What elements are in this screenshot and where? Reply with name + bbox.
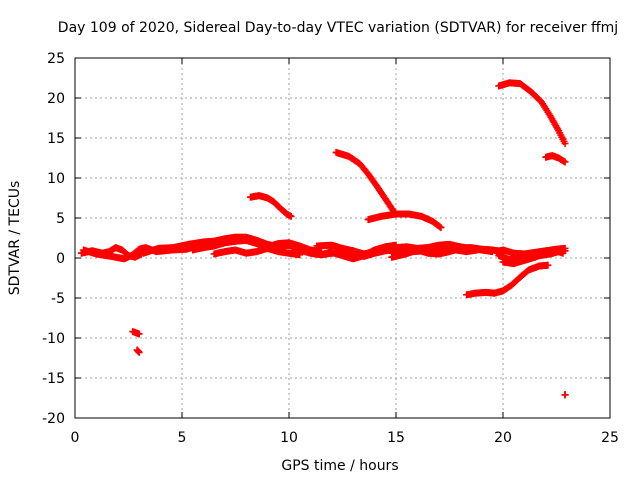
y-tick-label: -10 — [42, 331, 65, 347]
y-tick-label: -5 — [51, 291, 65, 307]
y-tick-label: 5 — [56, 211, 65, 227]
y-tick-label: 10 — [47, 171, 65, 187]
x-tick-label: 0 — [71, 430, 80, 446]
data-point — [561, 158, 569, 166]
data-point — [135, 330, 143, 338]
y-tick-label: 0 — [56, 251, 65, 267]
data-point — [561, 391, 569, 399]
x-tick-label: 20 — [494, 430, 512, 446]
x-tick-label: 15 — [387, 430, 405, 446]
data-point — [544, 261, 552, 269]
x-tick-label: 25 — [601, 430, 619, 446]
data-point — [437, 224, 445, 232]
chart-title: Day 109 of 2020, Sidereal Day-to-day VTE… — [58, 20, 618, 36]
y-tick-label: -15 — [42, 371, 65, 387]
y-tick-label: 20 — [47, 91, 65, 107]
ticks: 0 5 10 15 20 25 -20 -15 -10 -5 0 5 10 15 20 25 — [42, 51, 619, 446]
y-tick-label: 25 — [47, 51, 65, 67]
data-point — [559, 249, 567, 257]
x-tick-label: 10 — [280, 430, 298, 446]
data-point — [561, 244, 569, 252]
y-tick-label: 15 — [47, 131, 65, 147]
data-series — [77, 79, 569, 399]
data-point — [296, 251, 304, 259]
y-axis-label: SDTVAR / TECUs — [7, 181, 23, 296]
data-point — [135, 348, 143, 356]
plot-frame — [74, 57, 611, 419]
data-point — [287, 212, 295, 220]
data-point — [561, 140, 569, 148]
x-tick-label: 5 — [178, 430, 187, 446]
x-axis-label: GPS time / hours — [281, 458, 398, 474]
data-point — [392, 241, 400, 249]
y-tick-label: -20 — [42, 411, 65, 427]
